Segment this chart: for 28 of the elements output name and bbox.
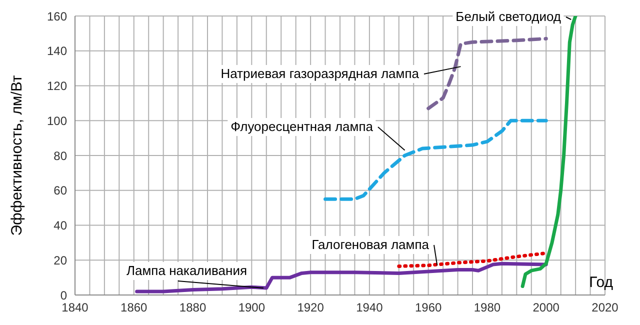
y-tick-label: 140: [46, 44, 68, 58]
y-tick-label: 120: [46, 79, 68, 94]
series-label: Галогеновая лампа: [308, 236, 432, 254]
y-tick-label: 20: [54, 253, 68, 268]
text: Флуоресцентная лампа: [228, 118, 376, 136]
x-tick-label: 1960: [414, 300, 442, 315]
y-tick-label: 160: [46, 9, 68, 24]
line-series: [426, 36, 548, 110]
x-tick-label: 1920: [297, 300, 324, 315]
y-tick-label: 80: [54, 148, 68, 163]
x-tick-label: 1860: [120, 300, 148, 315]
x-axis-title: Год: [589, 274, 614, 291]
x-tick-label: 1900: [238, 300, 266, 315]
series-label: Лампа накаливания: [123, 262, 250, 280]
line-series: [397, 251, 548, 268]
text: Натриевая газоразрядная лампа: [218, 65, 422, 83]
x-tick-label: 2000: [532, 300, 560, 315]
series-label: Белый светодиод: [452, 8, 564, 26]
x-tick-label: 2020: [592, 300, 619, 315]
y-tick-label: 40: [54, 218, 68, 233]
x-tick-label: 1840: [62, 300, 89, 315]
y-tick-label: 0: [60, 288, 68, 302]
x-tick-label: 1940: [356, 300, 384, 315]
y-tick-label: 60: [54, 184, 68, 198]
x-tick-label: 1980: [474, 300, 501, 315]
y-axis-title: Эффективность, лм/Вт: [8, 75, 26, 236]
y-tick-label: 100: [46, 114, 68, 128]
x-tick-label: 1880: [179, 300, 206, 315]
